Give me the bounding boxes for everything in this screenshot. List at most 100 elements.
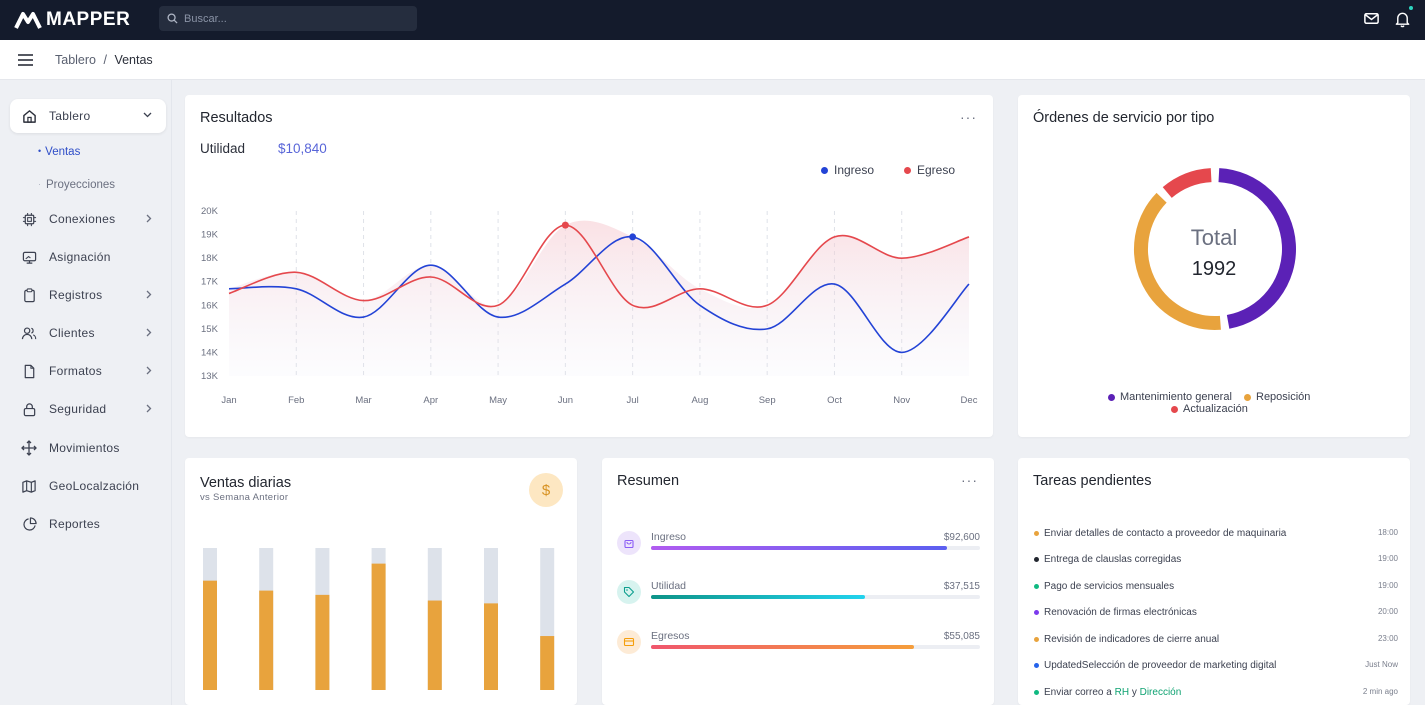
legend-swatch (1171, 405, 1178, 413)
task-dot (1034, 690, 1039, 695)
task-text: Enviar detalles de contacto a proveedor … (1044, 528, 1287, 539)
sidebar-subitem-proyecciones[interactable]: · Proyecciones (38, 179, 116, 191)
task-item[interactable]: Revisión de indicadores de cierre anual (1034, 634, 1384, 645)
task-link-direccion[interactable]: Dirección (1139, 687, 1182, 698)
sidebar-subitem-ventas[interactable]: • Ventas (38, 146, 81, 158)
legend-actualizacion: Actualización (1171, 403, 1248, 415)
sidebar-item-formatos[interactable]: Formatos (10, 354, 166, 388)
summary-menu-button[interactable]: ··· (961, 472, 978, 488)
peak-point-egreso (561, 221, 569, 229)
sidebar-item-reportes[interactable]: Reportes (10, 507, 166, 541)
task-dot (1034, 610, 1039, 615)
y-tick-label: 13K (201, 371, 219, 382)
mail-icon[interactable] (1363, 10, 1380, 27)
search-input[interactable] (184, 12, 404, 25)
task-item[interactable]: Enviar correo a RH y Dirección (1034, 687, 1384, 698)
notifications-button[interactable] (1394, 6, 1413, 33)
bar (484, 603, 498, 690)
sidebar-item-label: Clientes (49, 326, 95, 340)
summary-label: Utilidad (651, 580, 687, 592)
legend-swatch (821, 166, 828, 174)
bullet-icon: · (38, 179, 41, 189)
x-tick-label: Dec (961, 395, 978, 406)
menu-toggle-icon[interactable] (18, 54, 33, 66)
task-item[interactable]: UpdatedSelección de proveedor de marketi… (1034, 660, 1384, 671)
breadcrumb-current: Ventas (114, 53, 153, 67)
utility-value: $10,840 (278, 141, 327, 156)
summary-value: $37,515 (943, 581, 980, 592)
progress-fill (651, 595, 865, 599)
monitor-icon (20, 248, 38, 266)
breadcrumb: Tablero / Ventas (55, 53, 153, 67)
legend-label: Reposición (1256, 391, 1311, 403)
legend-label: Mantenimiento general (1120, 391, 1232, 403)
progress-fill (651, 546, 948, 550)
task-text-mid: y (1131, 687, 1137, 698)
mapper-logo-icon (14, 12, 42, 29)
task-item[interactable]: Entrega de clauslas corregidas (1034, 554, 1384, 565)
results-card: Resultados ··· Utilidad $10,840 Ingreso … (185, 95, 993, 437)
y-tick-label: 14K (201, 347, 219, 358)
sidebar-item-tablero[interactable]: Tablero (10, 99, 166, 133)
task-text: Renovación de firmas electrónicas (1044, 607, 1197, 618)
x-tick-label: Jul (627, 395, 639, 406)
chevron-right-icon (146, 214, 152, 223)
map-icon (20, 477, 38, 495)
sidebar-item-label: Reportes (49, 517, 101, 531)
results-menu-button[interactable]: ··· (960, 109, 977, 125)
sidebar-item-seguridad[interactable]: Seguridad (10, 392, 166, 426)
results-line-chart: 20K 19K 18K 17K 16K 15K 14K 13K Jan Feb Mar Apr May J… (201, 206, 978, 406)
breadcrumb-root[interactable]: Tablero (55, 53, 96, 67)
daily-subtitle: vs Semana Anterior (200, 492, 289, 503)
orders-donut-chart (1134, 168, 1296, 330)
x-tick-label: Aug (691, 395, 708, 406)
sidebar-item-registros[interactable]: Registros (10, 278, 166, 312)
task-time: 19:00 (1377, 581, 1398, 590)
legend-egreso: Egreso (904, 163, 955, 177)
results-title: Resultados (200, 110, 273, 126)
sidebar-item-label: Formatos (49, 364, 103, 378)
clipboard-icon (20, 286, 38, 304)
task-dot (1034, 637, 1039, 642)
sidebar-item-label: Conexiones (49, 212, 116, 226)
task-item[interactable]: Enviar detalles de contacto a proveedor … (1034, 528, 1384, 539)
x-tick-label: Sep (759, 395, 776, 406)
chevron-right-icon (146, 404, 152, 413)
sidebar-item-conexiones[interactable]: Conexiones (10, 202, 166, 236)
bell-icon (1395, 12, 1410, 28)
notification-dot (1409, 6, 1413, 10)
y-tick-label: 20K (201, 206, 219, 217)
task-item[interactable]: Pago de servicios mensuales (1034, 581, 1384, 592)
breadcrumb-bar: Tablero / Ventas (0, 40, 1425, 80)
chevron-right-icon (146, 328, 152, 337)
task-item[interactable]: Renovación de firmas electrónicas (1034, 607, 1384, 618)
credit-card-icon (617, 630, 641, 654)
bar (371, 563, 386, 690)
x-tick-label: Feb (288, 395, 304, 406)
orders-title: Órdenes de servicio por tipo (1033, 110, 1215, 126)
sidebar-item-asignacion[interactable]: Asignación (10, 240, 166, 274)
sidebar-item-geolocalizacion[interactable]: GeoLocalzación (10, 469, 166, 503)
sidebar: Tablero • Ventas · Proyecciones Conexiones… (0, 80, 172, 705)
task-time: 18:00 (1377, 528, 1398, 537)
legend-ingreso: Ingreso (821, 163, 874, 177)
sidebar-item-clientes[interactable]: Clientes (10, 316, 166, 350)
legend-label: Egreso (917, 163, 956, 177)
donut-slice (1162, 168, 1212, 198)
summary-value: $55,085 (943, 631, 980, 642)
legend-reposicion: Reposición (1244, 391, 1310, 403)
shopping-bag-icon (617, 531, 641, 555)
series-line-egreso (228, 224, 970, 309)
lock-icon (20, 400, 38, 418)
move-icon (20, 439, 38, 457)
search-box[interactable] (159, 6, 417, 31)
chevron-right-icon (146, 290, 152, 299)
app-logo[interactable]: MAPPER (14, 8, 130, 32)
daily-sales-card: Ventas diarias vs Semana Anterior $ (185, 458, 577, 705)
summary-row-ingreso: Ingreso $92,600 (617, 531, 980, 561)
task-link-rh[interactable]: RH (1114, 687, 1130, 698)
sidebar-item-movimientos[interactable]: Movimientos (10, 431, 166, 465)
legend-mantenimiento: Mantenimiento general (1108, 391, 1232, 403)
x-tick-label: May (489, 395, 507, 406)
summary-row-egresos: Egresos $55,085 (617, 630, 980, 660)
